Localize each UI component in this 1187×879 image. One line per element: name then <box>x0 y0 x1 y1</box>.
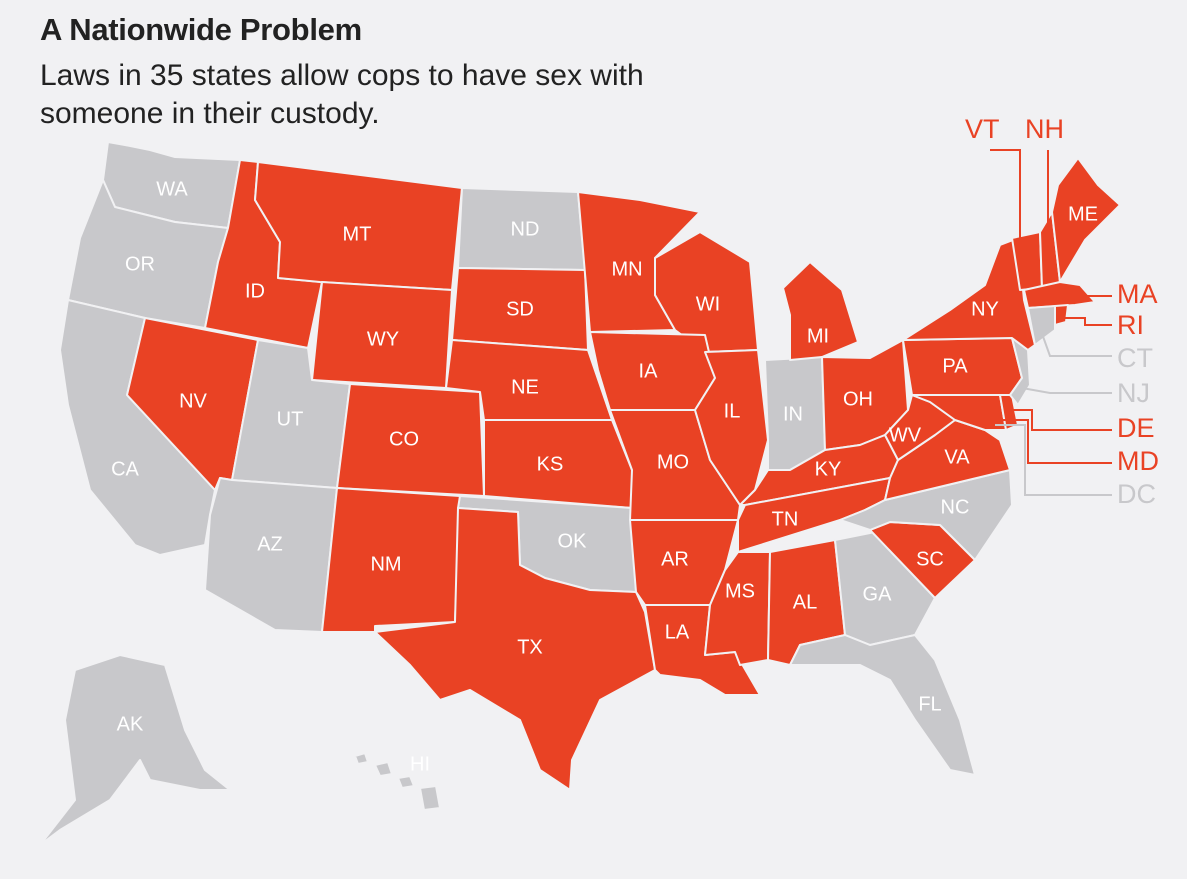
callout-VT: VT <box>965 114 1000 144</box>
leader-MD <box>1000 419 1112 464</box>
state-HI <box>354 752 441 811</box>
label-OH: OH <box>843 388 873 410</box>
label-TX: TX <box>517 636 543 658</box>
label-MI: MI <box>807 325 829 347</box>
label-IL: IL <box>724 400 741 422</box>
label-NM: NM <box>370 553 401 575</box>
label-HI: HI <box>410 753 430 775</box>
callout-DC: DC <box>1117 479 1156 509</box>
leader-DE <box>1012 409 1112 431</box>
label-KS: KS <box>537 453 564 475</box>
leader-RI <box>1062 317 1112 326</box>
label-MN: MN <box>611 258 642 280</box>
label-LA: LA <box>665 621 690 643</box>
label-WV: WV <box>889 424 922 446</box>
leader-DC <box>995 424 1112 496</box>
callout-CT: CT <box>1117 343 1153 373</box>
label-NE: NE <box>511 376 539 398</box>
label-MO: MO <box>657 451 689 473</box>
label-GA: GA <box>863 583 893 605</box>
label-AZ: AZ <box>257 533 283 555</box>
label-ID: ID <box>245 280 265 302</box>
callout-RI: RI <box>1117 310 1144 340</box>
label-AK: AK <box>117 713 144 735</box>
map-title: A Nationwide Problem <box>40 12 362 47</box>
label-ND: ND <box>511 218 540 240</box>
state-MI <box>782 261 859 361</box>
label-SC: SC <box>916 548 944 570</box>
callout-NJ: NJ <box>1117 378 1150 408</box>
label-OR: OR <box>125 253 155 275</box>
state-ME <box>1051 157 1121 283</box>
label-AL: AL <box>793 591 817 613</box>
label-WI: WI <box>696 293 720 315</box>
label-AR: AR <box>661 548 689 570</box>
state-labels: WA OR CA ID NV MT WY UT AZ CO NM ND SD N… <box>111 178 1098 775</box>
callouts: VT NH MA RI CT NJ DE MD DC <box>965 114 1159 509</box>
label-CA: CA <box>111 458 139 480</box>
callout-MD: MD <box>1117 446 1159 476</box>
label-NY: NY <box>971 298 999 320</box>
callout-NH: NH <box>1025 114 1064 144</box>
label-NV: NV <box>179 390 207 412</box>
state-AK <box>39 654 231 846</box>
state-CT <box>1027 305 1056 346</box>
label-IA: IA <box>639 360 659 382</box>
label-MT: MT <box>343 223 372 245</box>
label-CO: CO <box>389 428 419 450</box>
callout-DE: DE <box>1117 413 1155 443</box>
label-IN: IN <box>783 403 803 425</box>
map-subtitle: Laws in 35 states allow cops to have sex… <box>40 59 644 130</box>
label-WA: WA <box>156 178 188 200</box>
leader-VT <box>990 149 1021 268</box>
label-UT: UT <box>277 408 304 430</box>
label-ME: ME <box>1068 203 1098 225</box>
callout-MA: MA <box>1117 279 1158 309</box>
label-KY: KY <box>815 458 842 480</box>
label-PA: PA <box>942 355 968 377</box>
label-FL: FL <box>918 693 941 715</box>
label-NC: NC <box>941 496 970 518</box>
leader-NJ <box>1021 387 1112 394</box>
label-WY: WY <box>367 328 399 350</box>
state-NC <box>839 469 1013 561</box>
state-RI <box>1054 304 1069 326</box>
state-FL <box>789 634 976 776</box>
label-VA: VA <box>944 446 970 468</box>
label-MS: MS <box>725 580 755 602</box>
label-TN: TN <box>772 508 799 530</box>
leader-CT <box>1039 327 1112 357</box>
label-OK: OK <box>558 530 588 552</box>
label-SD: SD <box>506 298 534 320</box>
state-TX <box>374 507 656 791</box>
